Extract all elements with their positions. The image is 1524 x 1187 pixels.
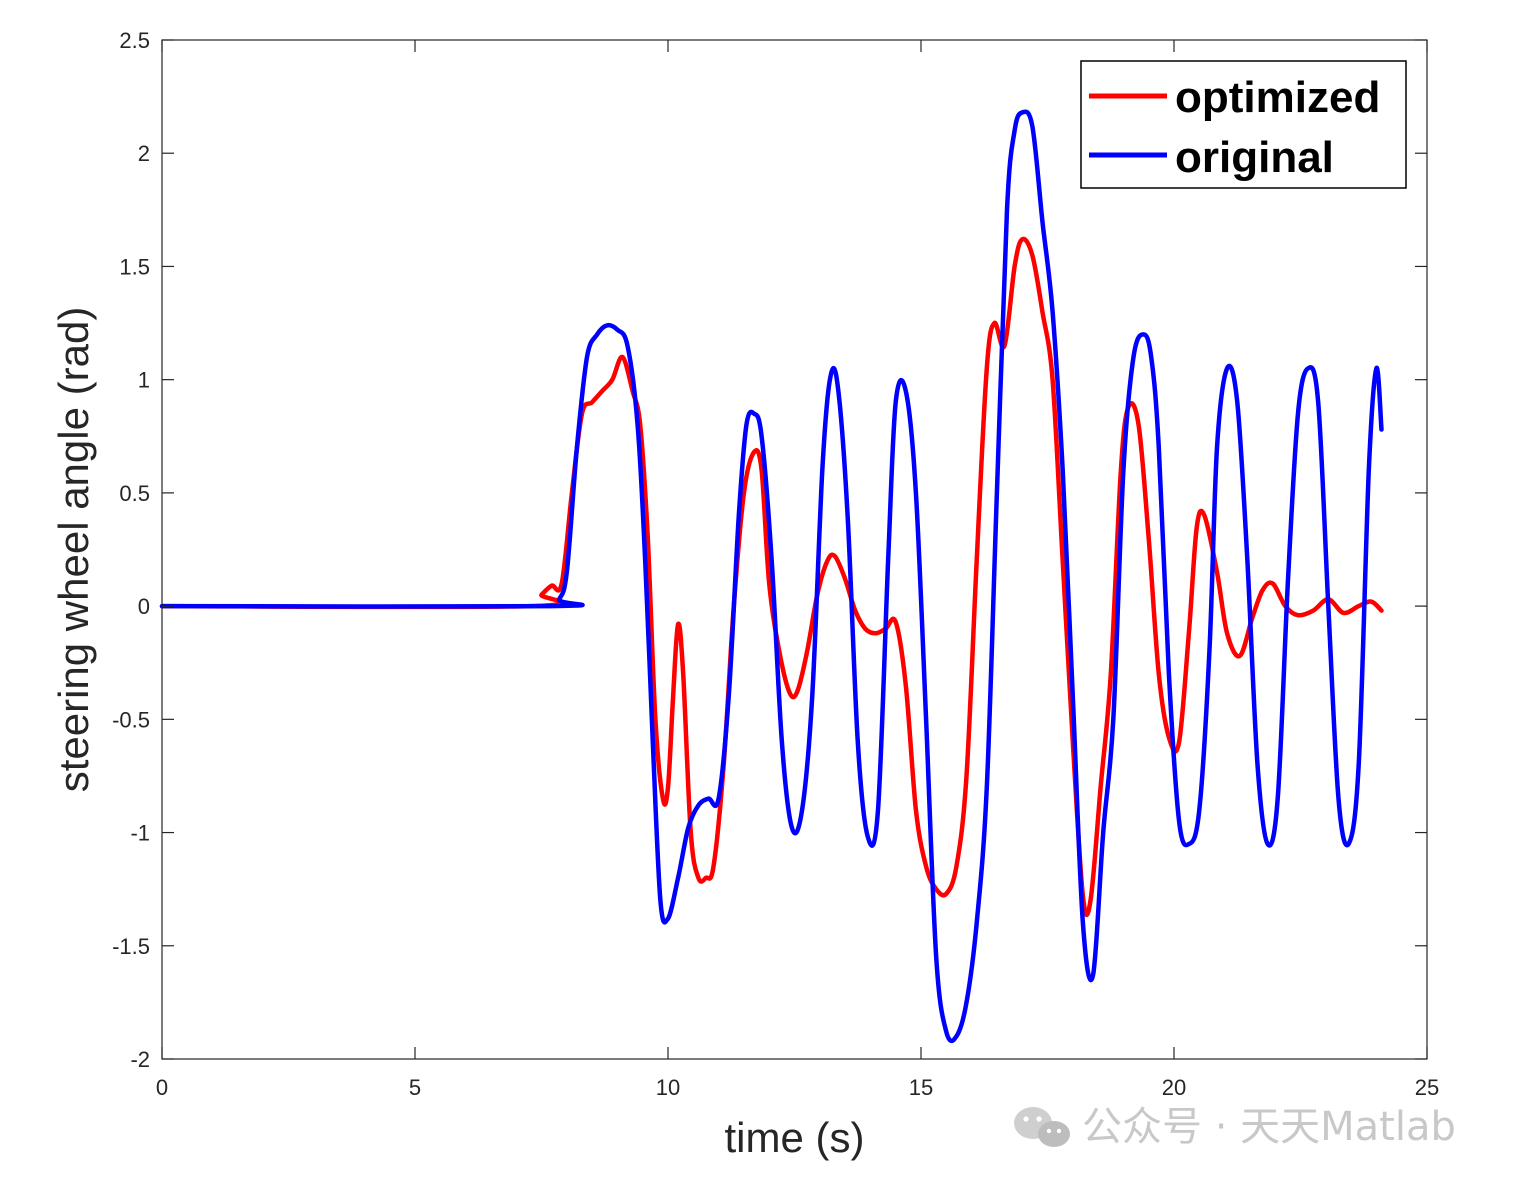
y-tick-label: 1.5 [119,254,150,279]
series-line-optimized [159,236,1384,918]
y-tick-label: -1.5 [112,934,150,959]
y-tick-label: 1 [138,368,150,393]
watermark: 公众号 · 天天Matlab [1014,1104,1456,1150]
axes-box [161,39,1428,1060]
legend: optimized original [1080,60,1407,189]
x-tick-label: 5 [409,1075,421,1100]
series-layer [159,109,1384,1044]
x-tick-label: 10 [656,1075,680,1100]
x-tick-label: 20 [1162,1075,1186,1100]
legend-box [1080,60,1407,189]
y-tick-label: 2 [138,141,150,166]
y-tick-label: 2.5 [119,28,150,53]
y-tick-label: 0.5 [119,481,150,506]
watermark-text: 公众号 · 天天Matlab [1082,1104,1456,1150]
x-tick-label: 15 [909,1075,933,1100]
x-tick-label: 25 [1415,1075,1439,1100]
legend-label-original: original [1175,133,1334,182]
tick-layer: 0 5 10 15 20 25 -2 -1.5 -1 -0.5 0 0.5 1 1.5 2 2.5 [112,28,1439,1100]
y-tick-label: -1 [130,821,150,846]
x-axis-label: time (s) [725,1114,865,1161]
y-tick-label: 0 [138,594,150,619]
series-line-original [159,109,1384,1044]
y-tick-label: -0.5 [112,707,150,732]
y-axis-label: steering wheel angle (rad) [50,307,97,793]
x-tick-label: 0 [156,1075,168,1100]
plot-area [162,40,1427,1059]
legend-label-optimized: optimized [1175,73,1380,122]
wechat-icon [1014,1107,1070,1147]
y-tick-label: -2 [130,1047,150,1072]
